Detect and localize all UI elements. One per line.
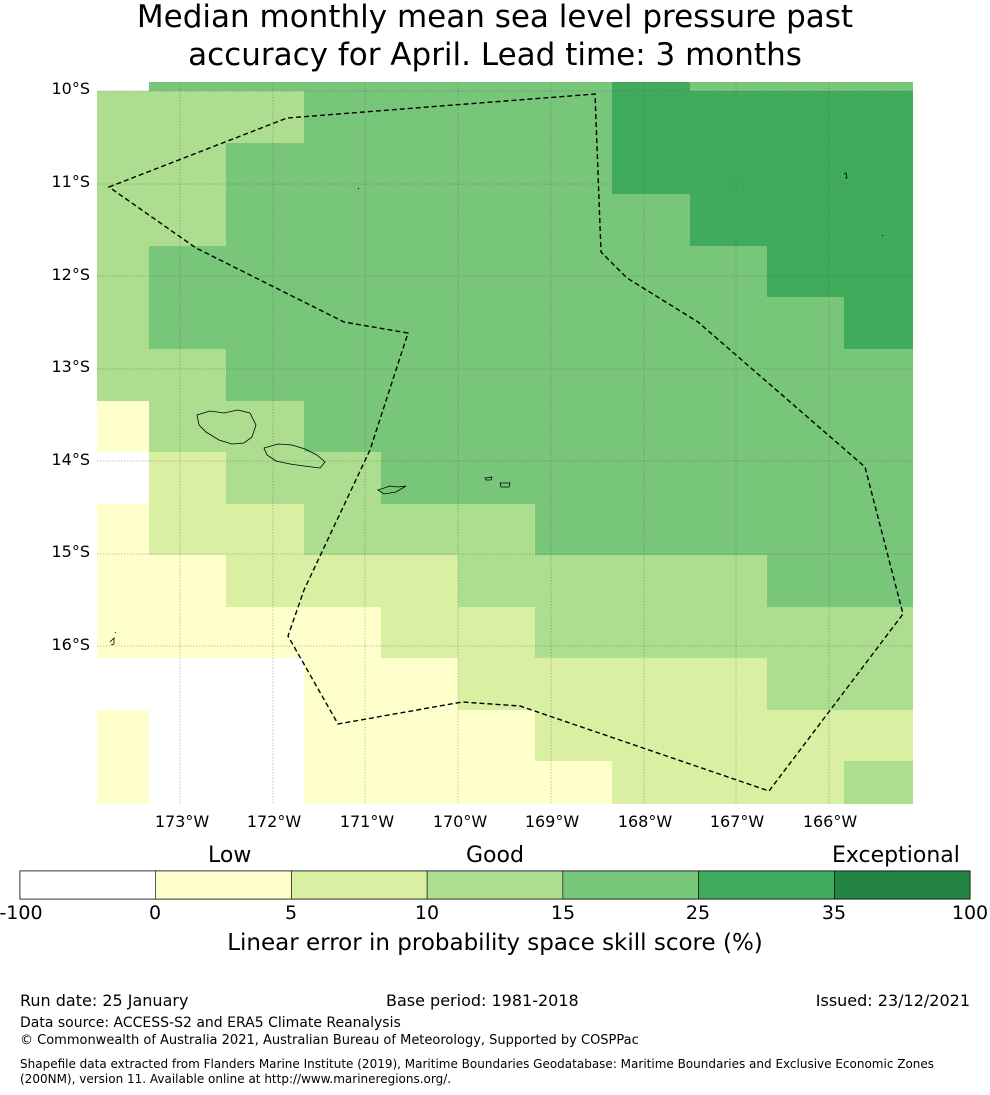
colorbar-segment [291, 870, 428, 900]
savaii-island-outline [196, 409, 257, 445]
skill-cell [97, 143, 226, 246]
lat-label: 15°S [51, 542, 90, 561]
skill-cell [97, 504, 149, 555]
skill-cell [612, 761, 844, 804]
shapefile-credit: Shapefile data extracted from Flanders M… [20, 1057, 935, 1086]
chart-title-line-2: accuracy for April. Lead time: 3 months [188, 37, 802, 73]
eez-boundary-line [107, 93, 904, 792]
colorbar-tick-label: 5 [284, 902, 298, 924]
tutuila-island-outline [377, 485, 407, 495]
swains-islet-outline [357, 187, 360, 190]
lon-label: 169°W [524, 812, 580, 831]
upolu-island-outline [263, 443, 326, 469]
colorbar-segment [426, 870, 564, 900]
lon-label: 172°W [246, 812, 302, 831]
lat-label: 10°S [51, 79, 90, 98]
lon-label: 171°W [339, 812, 395, 831]
base-period: Base period: 1981-2018 [386, 991, 579, 1010]
atoll-outline-1 [843, 172, 848, 179]
skill-cell [767, 555, 913, 607]
issued-date: Issued: 23/12/2021 [815, 991, 970, 1010]
skill-cell [844, 297, 913, 349]
skill-cell [767, 658, 913, 710]
skill-cell [97, 401, 149, 452]
ofu-islet-outline [484, 476, 493, 481]
skill-cell [97, 607, 381, 658]
lat-label: 14°S [51, 450, 90, 469]
skill-cell [535, 607, 913, 658]
skill-cell [304, 504, 535, 555]
skill-grid [97, 82, 913, 804]
copyright-notice: © Commonwealth of Australia 2021, Austra… [20, 1033, 639, 1048]
colorbar-tick-label: 15 [550, 902, 576, 924]
colorbar-title: Linear error in probability space skill … [227, 930, 763, 956]
lat-label: 11°S [51, 172, 90, 191]
skill-cell [612, 82, 690, 91]
skill-cell [149, 710, 304, 804]
skill-cell [535, 710, 913, 761]
colorbar-tick-label: 25 [685, 902, 711, 924]
colorbar-segment [19, 870, 157, 900]
skill-cell [304, 658, 458, 710]
skill-cell [97, 710, 149, 804]
lon-label: 170°W [432, 812, 488, 831]
data-source: Data source: ACCESS-S2 and ERA5 Climate … [20, 1015, 401, 1031]
coastlines [109, 172, 884, 646]
lon-label: 167°W [709, 812, 765, 831]
lon-label: 166°W [802, 812, 858, 831]
skill-cell [226, 452, 381, 504]
chart-title-line-1: Median monthly mean sea level pressure p… [136, 0, 854, 35]
skill-cell [458, 555, 767, 607]
lat-label: 13°S [51, 357, 90, 376]
manua-islet-outline [499, 482, 511, 488]
atoll-outline-2 [881, 234, 884, 237]
colorbar-segment [155, 870, 292, 900]
skill-cell [97, 82, 149, 91]
colorbar-tick-label: 0 [148, 902, 162, 924]
skill-cell [844, 761, 913, 804]
colorbar [19, 870, 971, 900]
lon-label: 168°W [617, 812, 673, 831]
skill-cell [149, 82, 612, 91]
tafahi-outline [114, 631, 117, 634]
colorbar-segment [833, 870, 971, 900]
skill-cell [149, 452, 226, 504]
skill-cell [612, 91, 913, 194]
skill-cell [149, 349, 226, 401]
legend-category-low: Low [208, 843, 252, 868]
skill-cell [690, 82, 913, 91]
lon-label: 173°W [154, 812, 210, 831]
skill-cell [97, 452, 149, 504]
colorbar-tick-label: 100 [951, 902, 989, 924]
skill-cell [149, 401, 304, 452]
legend-category-good: Good [466, 843, 524, 868]
lat-label: 16°S [51, 635, 90, 654]
colorbar-tick-label: -100 [0, 902, 43, 924]
graticule [97, 82, 913, 804]
colorbar-tick-label: 10 [414, 902, 440, 924]
colorbar-tick-label: 35 [821, 902, 847, 924]
colorbar-segment [562, 870, 699, 900]
skill-cell [97, 91, 304, 143]
lat-label: 12°S [51, 265, 90, 284]
niuatoputapu-outline [109, 637, 115, 646]
skill-cell [149, 504, 304, 555]
skill-cell [97, 658, 304, 710]
skill-cell [304, 710, 535, 761]
skill-cell [690, 194, 913, 246]
skill-cell [458, 658, 767, 710]
run-date: Run date: 25 January [20, 991, 189, 1010]
skill-cell [97, 246, 149, 401]
skill-cell [226, 555, 458, 607]
colorbar-segment [698, 870, 835, 900]
legend-category-exceptional: Exceptional [832, 843, 960, 868]
skill-cell [97, 555, 226, 607]
skill-cell [767, 246, 913, 297]
